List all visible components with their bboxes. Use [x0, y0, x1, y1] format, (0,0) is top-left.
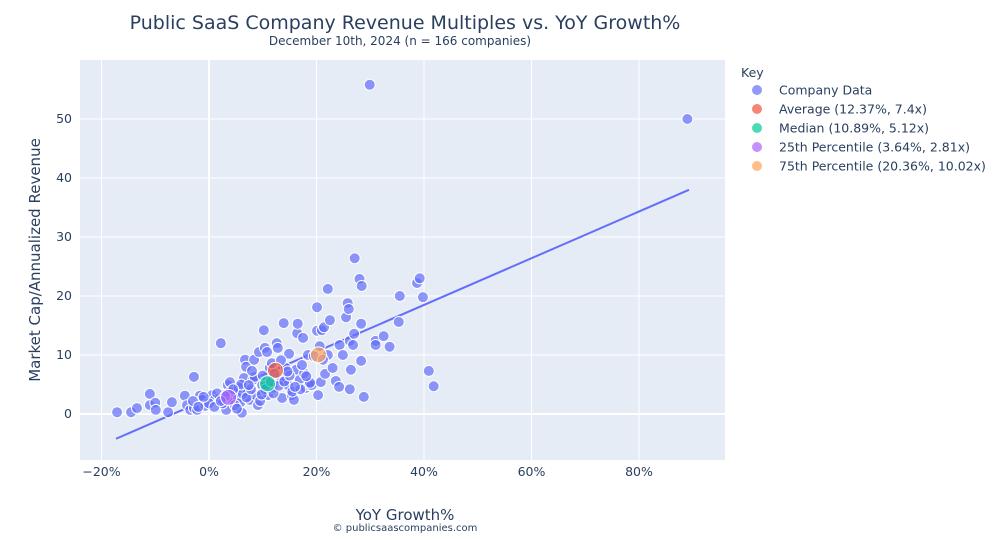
company-data-point[interactable] — [369, 338, 382, 351]
axis-ticks: −20% 0% 20% 40% 60% 80% 0 10 20 30 40 50 — [56, 111, 653, 479]
company-data-point[interactable] — [187, 370, 200, 383]
legend-item[interactable]: 25th Percentile (3.64%, 2.81x) — [779, 140, 970, 155]
company-data-point[interactable] — [312, 389, 325, 402]
legend-title: Key — [741, 65, 764, 80]
company-data-point[interactable] — [246, 364, 258, 377]
legend-item[interactable]: 75th Percentile (20.36%, 10.02x) — [779, 159, 986, 174]
company-data-point[interactable] — [363, 78, 376, 91]
company-data-point[interactable] — [333, 338, 346, 351]
legend-item[interactable]: Median (10.89%, 5.12x) — [779, 121, 929, 136]
company-data-point[interactable] — [300, 370, 313, 383]
company-data-point[interactable] — [342, 302, 355, 315]
y-tick-label: 30 — [56, 229, 72, 244]
company-data-point[interactable] — [295, 359, 308, 372]
company-data-point[interactable] — [681, 112, 694, 125]
company-data-point[interactable] — [344, 363, 357, 376]
company-data-point[interactable] — [283, 347, 296, 360]
company-data-point[interactable] — [348, 252, 361, 265]
company-data-point[interactable] — [323, 314, 336, 327]
company-data-point[interactable] — [355, 317, 368, 330]
chart-title: Public SaaS Company Revenue Multiples vs… — [130, 12, 681, 34]
company-data-point[interactable] — [326, 361, 339, 374]
company-data-point[interactable] — [422, 364, 435, 377]
legend-item[interactable]: Average (12.37%, 7.4x) — [779, 102, 927, 117]
y-tick-label: 40 — [56, 170, 72, 185]
legend-marker-icon — [751, 84, 763, 96]
company-data-point[interactable] — [130, 402, 143, 415]
company-data-point[interactable] — [427, 380, 440, 393]
legend-marker-icon — [751, 141, 763, 153]
x-tick-label: −20% — [82, 464, 120, 479]
x-tick-label: 80% — [625, 464, 653, 479]
footer-credit: © publicsaascompanies.com — [333, 523, 478, 534]
company-data-point[interactable] — [416, 291, 429, 304]
x-tick-label: 60% — [518, 464, 546, 479]
y-tick-label: 10 — [56, 347, 72, 362]
gridlines — [80, 60, 725, 460]
x-axis-label: YoY Growth% — [355, 506, 455, 524]
company-data-point[interactable] — [377, 330, 390, 343]
company-data-point[interactable] — [348, 327, 361, 340]
company-data-point[interactable] — [355, 279, 368, 292]
company-data-point[interactable] — [347, 338, 360, 351]
company-data-point[interactable] — [192, 400, 205, 413]
company-data-point[interactable] — [321, 282, 334, 295]
company-data-point[interactable] — [271, 341, 284, 354]
company-data-point[interactable] — [343, 383, 356, 396]
company-data-point[interactable] — [357, 390, 370, 403]
legend-marker-icon — [751, 160, 763, 172]
company-data-point[interactable] — [111, 406, 124, 419]
company-data-point[interactable] — [230, 402, 243, 415]
y-tick-label: 0 — [64, 406, 72, 421]
company-data-point[interactable] — [261, 346, 274, 359]
chart-subtitle: December 10th, 2024 (n = 166 companies) — [269, 34, 531, 48]
company-data-point[interactable] — [257, 324, 270, 337]
company-data-point[interactable] — [333, 380, 346, 393]
y-tick-label: 20 — [56, 288, 72, 303]
y-tick-label: 50 — [56, 111, 72, 126]
company-data-point[interactable] — [297, 331, 310, 344]
company-data-point[interactable] — [355, 354, 368, 367]
legend-item[interactable]: Company Data — [779, 83, 872, 98]
company-data-point[interactable] — [277, 317, 290, 330]
x-tick-label: 20% — [303, 464, 331, 479]
summary-point[interactable] — [220, 388, 238, 406]
company-data-point[interactable] — [311, 301, 324, 314]
company-data-point[interactable] — [197, 390, 210, 403]
company-data-point[interactable] — [149, 403, 162, 416]
company-data-point[interactable] — [214, 337, 227, 350]
summary-point[interactable] — [309, 346, 327, 364]
company-data-point[interactable] — [289, 380, 301, 393]
company-data-point[interactable] — [162, 406, 175, 419]
company-data-point[interactable] — [242, 379, 255, 392]
x-tick-label: 0% — [199, 464, 219, 479]
legend-marker-icon — [751, 122, 763, 134]
x-tick-label: 40% — [410, 464, 438, 479]
legend: Key Company Data Average (12.37%, 7.4x) Me… — [741, 65, 986, 174]
company-data-point[interactable] — [393, 289, 406, 302]
company-data-point[interactable] — [392, 315, 405, 328]
data-points — [111, 78, 694, 419]
company-data-point[interactable] — [413, 272, 426, 285]
legend-marker-icon — [751, 103, 763, 115]
company-data-point[interactable] — [383, 340, 396, 353]
summary-point[interactable] — [266, 361, 284, 379]
summary-point[interactable] — [259, 375, 277, 393]
company-data-point[interactable] — [165, 396, 178, 409]
company-data-point[interactable] — [291, 317, 304, 330]
company-data-point[interactable] — [336, 348, 349, 361]
y-axis-label: Market Cap/Annualized Revenue — [26, 138, 44, 382]
